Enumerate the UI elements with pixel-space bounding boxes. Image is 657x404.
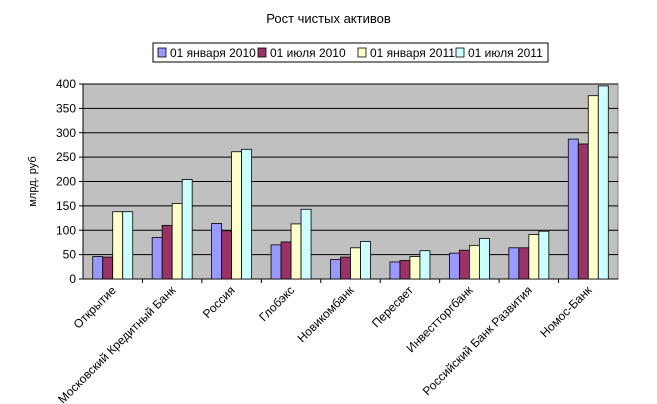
x-tick-label: Открытие	[71, 283, 119, 331]
bar	[241, 148, 253, 280]
bar	[161, 224, 173, 280]
bar	[270, 244, 282, 280]
bar	[102, 256, 114, 280]
bar	[508, 247, 520, 280]
x-tick-label: Номос-Банк	[537, 283, 595, 341]
bar	[448, 252, 460, 280]
bar	[567, 138, 579, 280]
y-tick-label: 150	[56, 199, 76, 213]
bar	[290, 223, 302, 280]
bar	[587, 95, 599, 280]
x-tick-label: Пересвет	[369, 283, 416, 330]
x-tick-label: Глобэкс	[256, 283, 297, 324]
bar	[468, 244, 480, 280]
bar	[231, 151, 243, 280]
legend-swatch	[455, 47, 465, 58]
bar	[280, 241, 292, 280]
y-tick-label: 400	[56, 77, 76, 91]
y-tick-label: 200	[56, 175, 76, 189]
bar	[92, 256, 104, 280]
bar	[211, 223, 223, 280]
y-tick-label: 300	[56, 126, 76, 140]
legend-swatch	[157, 47, 167, 58]
bar	[389, 261, 401, 280]
bar	[518, 247, 530, 280]
bar	[181, 179, 193, 280]
bar	[300, 208, 312, 280]
bar	[112, 211, 124, 280]
x-tick-label: Россия	[200, 283, 238, 321]
bar	[528, 234, 540, 280]
bar	[419, 250, 431, 280]
x-tick-label: Российский Банк Развития	[420, 283, 535, 398]
y-tick-label: 350	[56, 101, 76, 115]
bar	[458, 249, 470, 280]
bar	[350, 247, 361, 280]
bar	[360, 241, 371, 280]
bar	[577, 143, 589, 280]
bar	[399, 260, 411, 280]
y-tick-label: 250	[56, 150, 76, 164]
y-tick-label: 100	[56, 223, 76, 237]
bar	[478, 238, 490, 280]
legend-swatch	[257, 47, 267, 58]
bar	[597, 85, 609, 280]
y-axis-label: млрд. руб	[27, 156, 39, 206]
y-tick-label: 50	[63, 248, 77, 262]
bar	[151, 237, 163, 280]
bar	[171, 203, 183, 280]
bar	[538, 230, 550, 280]
legend-label: 01 января 2011	[370, 46, 455, 60]
chart-title: Рост чистых активов	[266, 11, 391, 26]
legend-label: 01 января 2010	[170, 46, 256, 60]
legend-swatch	[357, 47, 367, 58]
legend-label: 01 июля 2011	[468, 46, 543, 60]
bar	[330, 259, 341, 280]
legend-label: 01 июля 2010	[270, 46, 346, 60]
bar	[122, 211, 134, 280]
y-tick-label: 0	[69, 272, 76, 286]
x-tick-label: Новикомбанк	[295, 283, 358, 346]
legend	[152, 42, 549, 63]
bar	[409, 256, 421, 280]
x-tick-label: Московский Кредитный Банк	[55, 283, 179, 404]
bar	[340, 256, 351, 280]
bar	[221, 230, 233, 280]
